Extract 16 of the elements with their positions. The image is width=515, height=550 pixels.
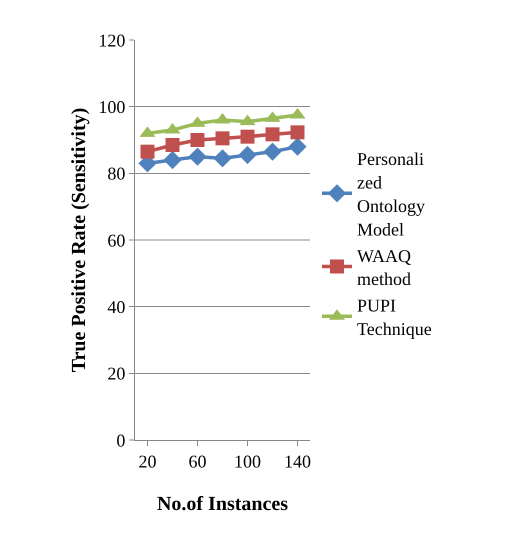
- x-tick-label: 20: [138, 452, 156, 472]
- y-tick-label: 20: [107, 364, 126, 384]
- legend-label: WAAQ method: [357, 246, 411, 290]
- y-tick-label: 80: [107, 164, 126, 184]
- x-tick-label: 100: [234, 452, 261, 472]
- legend-label: Personalized Ontology Model: [357, 149, 426, 240]
- x-tick-label: 60: [188, 452, 206, 472]
- y-tick-label: 120: [98, 30, 126, 50]
- y-axis-title: True Positive Rate (Sensitivity): [68, 108, 90, 372]
- y-tick-label: 40: [107, 296, 126, 317]
- y-tick-label: 0: [116, 430, 126, 450]
- x-axis-title: No.of Instances: [156, 493, 288, 515]
- legend-label: PUPI Technique: [357, 296, 432, 340]
- y-tick-label: 60: [107, 230, 126, 250]
- y-tick-label: 100: [98, 96, 126, 117]
- x-tick-label: 140: [284, 452, 311, 472]
